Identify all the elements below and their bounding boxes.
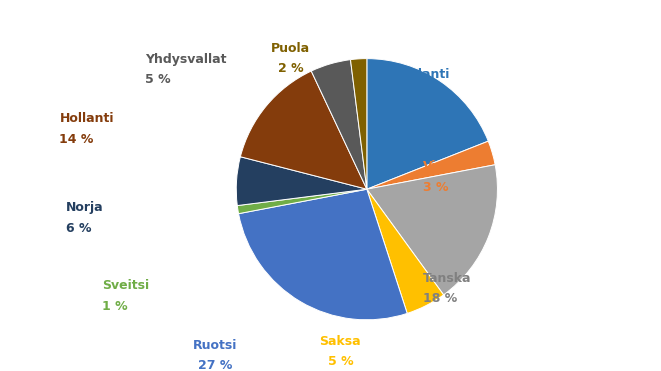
- Text: Sveitsi: Sveitsi: [102, 279, 149, 292]
- Wedge shape: [367, 189, 444, 313]
- Wedge shape: [350, 59, 367, 189]
- Text: 18 %: 18 %: [423, 292, 457, 305]
- Wedge shape: [311, 60, 367, 189]
- Wedge shape: [367, 59, 488, 189]
- Text: Saksa: Saksa: [320, 335, 361, 348]
- Wedge shape: [236, 157, 367, 206]
- Text: 5 %: 5 %: [145, 73, 171, 86]
- Text: 6 %: 6 %: [66, 221, 92, 235]
- Text: Viro: Viro: [423, 160, 451, 174]
- Text: 19 %: 19 %: [407, 88, 441, 101]
- Text: 3 %: 3 %: [423, 181, 449, 194]
- Text: 27 %: 27 %: [198, 359, 232, 371]
- Text: Tanska: Tanska: [423, 272, 471, 285]
- Text: 1 %: 1 %: [102, 299, 128, 313]
- Wedge shape: [367, 141, 495, 189]
- Text: 5 %: 5 %: [328, 355, 353, 368]
- Text: Norja: Norja: [66, 201, 104, 214]
- Text: Ruotsi: Ruotsi: [192, 338, 237, 352]
- Wedge shape: [241, 71, 367, 189]
- Text: Hollanti: Hollanti: [59, 112, 114, 125]
- Text: Puola: Puola: [271, 42, 311, 55]
- Wedge shape: [367, 165, 498, 295]
- Wedge shape: [239, 189, 407, 320]
- Text: Islanti: Islanti: [407, 68, 450, 81]
- Text: Yhdysvallat: Yhdysvallat: [145, 53, 227, 66]
- Wedge shape: [237, 189, 367, 214]
- Text: 14 %: 14 %: [59, 132, 94, 146]
- Text: 2 %: 2 %: [278, 62, 303, 75]
